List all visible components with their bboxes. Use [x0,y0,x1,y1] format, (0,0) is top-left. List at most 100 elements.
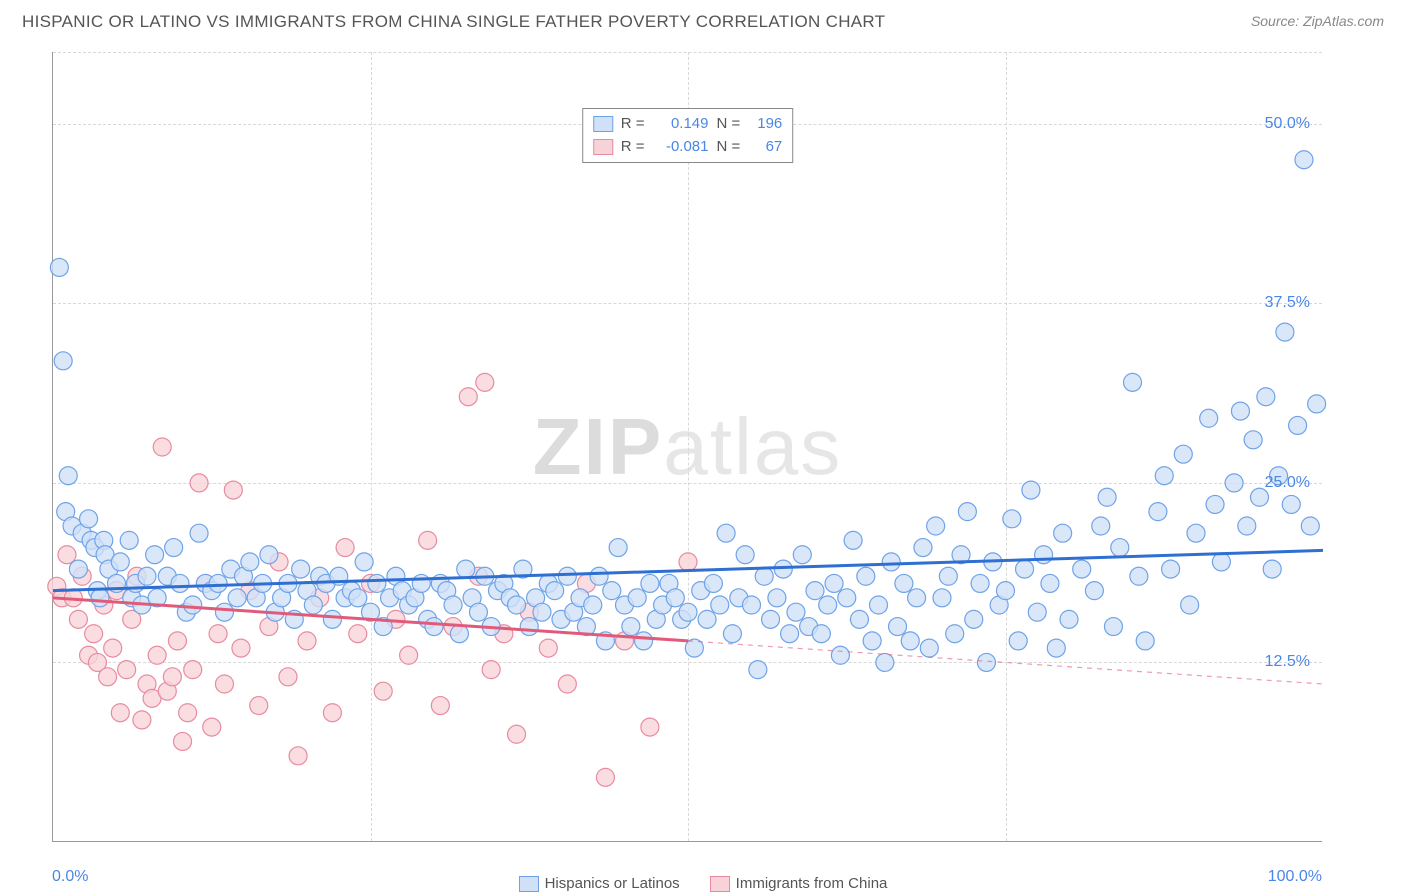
data-point [400,646,418,664]
data-point [546,582,564,600]
data-point [1130,567,1148,585]
y-tick-label: 50.0% [1265,115,1310,133]
data-point [190,524,208,542]
data-point [368,574,386,592]
data-point [596,768,614,786]
legend-swatch-2 [710,876,730,892]
data-point [163,668,181,686]
data-point [476,373,494,391]
data-point [1124,373,1142,391]
data-point [1225,474,1243,492]
data-point [232,639,250,657]
data-point [469,603,487,621]
data-point [1301,517,1319,535]
data-point [971,574,989,592]
data-point [831,646,849,664]
data-point [349,589,367,607]
data-point [787,603,805,621]
data-point [793,546,811,564]
data-point [165,539,183,557]
data-point [870,596,888,614]
data-point [118,661,136,679]
data-point [431,697,449,715]
y-tick-label: 25.0% [1265,474,1310,492]
data-point [895,574,913,592]
data-point [215,603,233,621]
data-point [425,618,443,636]
data-point [69,560,87,578]
plot-svg [53,52,1322,841]
data-point [1035,546,1053,564]
n-prefix: N = [717,113,741,136]
data-point [250,697,268,715]
data-point [99,668,117,686]
data-point [1041,574,1059,592]
n-value-1: 196 [748,113,782,136]
data-point [819,596,837,614]
data-point [558,675,576,693]
data-point [1238,517,1256,535]
data-point [1009,632,1027,650]
data-point [1149,503,1167,521]
data-point [609,539,627,557]
data-point [1231,402,1249,420]
data-point [260,546,278,564]
data-point [412,574,430,592]
data-point [1155,467,1173,485]
n-prefix: N = [717,136,741,159]
data-point [298,632,316,650]
data-point [622,618,640,636]
data-point [781,625,799,643]
swatch-series-1 [593,116,613,132]
data-point [304,596,322,614]
data-point [1022,481,1040,499]
data-point [111,704,129,722]
data-point [1054,524,1072,542]
data-point [179,704,197,722]
data-point [1092,517,1110,535]
data-point [743,596,761,614]
data-point [1206,495,1224,513]
data-point [1308,395,1326,413]
data-point [171,574,189,592]
data-point [1174,445,1192,463]
data-point [857,567,875,585]
data-point [228,589,246,607]
data-point [736,546,754,564]
data-point [508,596,526,614]
data-point [558,567,576,585]
data-point [908,589,926,607]
data-point [323,610,341,628]
data-point [939,567,957,585]
data-point [323,704,341,722]
data-point [933,589,951,607]
data-point [920,639,938,657]
data-point [603,582,621,600]
data-point [450,625,468,643]
source-label: Source: [1251,13,1303,29]
data-point [1212,553,1230,571]
data-point [374,682,392,700]
source-credit: Source: ZipAtlas.com [1251,13,1384,31]
r-prefix: R = [621,113,645,136]
data-point [190,474,208,492]
chart-title: HISPANIC OR LATINO VS IMMIGRANTS FROM CH… [22,12,885,32]
n-value-2: 67 [748,136,782,159]
legend-item-1: Hispanics or Latinos [519,875,680,892]
data-point [1162,560,1180,578]
data-point [806,582,824,600]
data-point [717,524,735,542]
data-point [241,553,259,571]
data-point [1098,488,1116,506]
data-point [679,553,697,571]
trend-line-extrapolated [688,641,1323,684]
data-point [120,531,138,549]
data-point [711,596,729,614]
data-point [111,553,129,571]
data-point [641,574,659,592]
data-point [59,467,77,485]
correlation-stats-box: R = 0.149 N = 196 R = -0.081 N = 67 [582,108,794,163]
data-point [723,625,741,643]
data-point [1295,151,1313,169]
data-point [184,596,202,614]
